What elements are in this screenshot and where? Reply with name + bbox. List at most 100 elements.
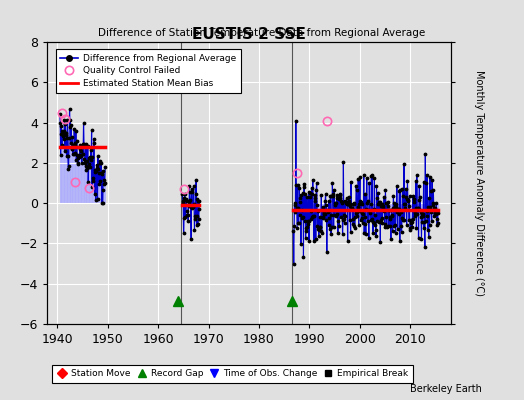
Point [337, 198, 345, 204]
Point [188, 186, 196, 192]
Point [59, 136, 68, 142]
Point [193, 222, 201, 228]
Point [100, 180, 108, 187]
Point [358, 210, 367, 216]
Point [86, 164, 94, 170]
Point [408, 207, 417, 213]
Point [390, 223, 398, 229]
Point [188, 205, 196, 211]
Point [354, 222, 363, 228]
Point [341, 197, 350, 204]
Point [400, 161, 408, 168]
Point [422, 213, 431, 219]
Point [181, 196, 190, 202]
Point [325, 198, 333, 204]
Text: Difference of Station Temperature Data from Regional Average: Difference of Station Temperature Data f… [99, 28, 425, 38]
Point [360, 230, 368, 236]
Point [94, 153, 102, 159]
Point [303, 224, 311, 230]
Point [304, 221, 312, 227]
Point [377, 203, 385, 209]
Point [101, 164, 110, 170]
Point [412, 225, 421, 231]
Point [421, 151, 430, 157]
Point [384, 203, 392, 209]
Point [183, 212, 192, 218]
Point [88, 184, 96, 190]
Point [305, 238, 313, 244]
Point [429, 200, 437, 206]
Point [345, 194, 353, 200]
Point [185, 189, 194, 196]
Point [431, 210, 440, 216]
Point [409, 216, 418, 222]
Point [99, 168, 107, 174]
Point [415, 183, 423, 189]
Point [325, 215, 334, 222]
Point [66, 117, 74, 123]
Point [421, 244, 429, 250]
Point [68, 146, 77, 153]
Point [62, 152, 71, 159]
Point [294, 219, 302, 226]
Point [290, 223, 298, 229]
Point [79, 141, 87, 147]
Point [298, 214, 307, 221]
Point [385, 207, 394, 214]
Point [410, 196, 419, 202]
Point [190, 227, 199, 233]
Point [336, 190, 344, 197]
Point [302, 225, 310, 231]
Point [83, 165, 92, 172]
Point [398, 186, 407, 192]
Point [344, 201, 353, 207]
Text: Berkeley Earth: Berkeley Earth [410, 384, 482, 394]
Point [354, 203, 362, 210]
Point [64, 166, 72, 172]
Point [421, 218, 430, 224]
Point [423, 172, 431, 178]
Point [321, 191, 330, 198]
Point [383, 200, 391, 206]
Point [396, 238, 404, 244]
Point [92, 162, 101, 168]
Point [81, 160, 89, 166]
Point [90, 140, 99, 146]
Point [384, 199, 392, 205]
Point [77, 153, 85, 159]
Point [99, 187, 107, 193]
Point [428, 202, 436, 208]
Point [368, 216, 376, 222]
Point [397, 223, 405, 229]
Point [345, 217, 354, 223]
Point [352, 187, 361, 194]
Point [390, 200, 398, 206]
Point [293, 182, 302, 188]
Point [86, 147, 95, 154]
Point [59, 133, 68, 139]
Point [99, 200, 107, 206]
Point [381, 200, 390, 206]
Point [387, 207, 396, 214]
Point [321, 211, 329, 218]
Point [407, 217, 415, 223]
Point [93, 164, 101, 171]
Point [374, 190, 383, 196]
Point [307, 208, 315, 214]
Point [292, 117, 300, 124]
Point [394, 206, 402, 212]
Point [301, 234, 310, 241]
Point [351, 225, 359, 231]
Point [352, 182, 361, 189]
Point [381, 224, 389, 231]
Point [183, 208, 191, 214]
Point [69, 142, 78, 148]
Point [179, 200, 187, 206]
Point [91, 167, 100, 173]
Point [100, 176, 108, 183]
Point [376, 239, 385, 246]
Point [84, 178, 92, 185]
Point [408, 224, 417, 230]
Point [72, 128, 80, 134]
Point [369, 230, 377, 236]
